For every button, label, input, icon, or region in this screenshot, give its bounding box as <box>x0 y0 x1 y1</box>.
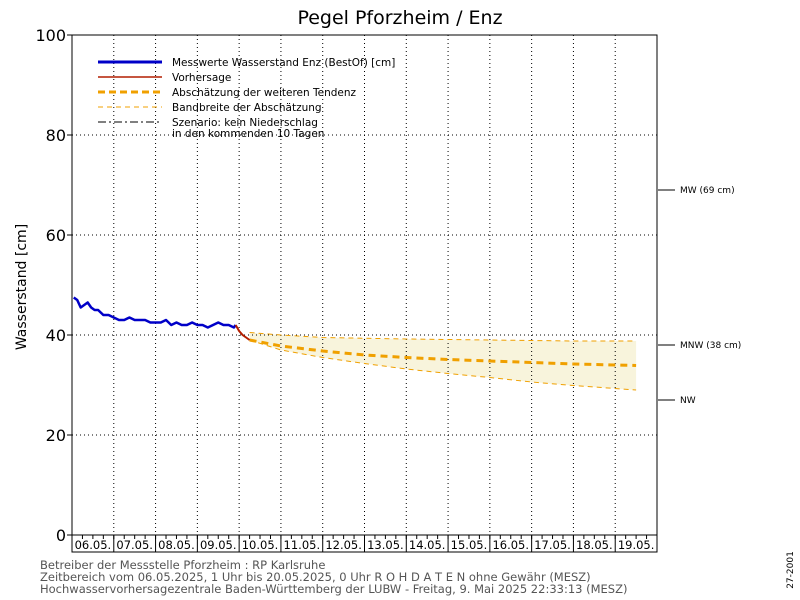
y-tick-label: 20 <box>46 426 66 445</box>
series-layer <box>73 296 637 391</box>
x-tick-label: 07.05. <box>116 538 153 552</box>
x-axis-strip <box>71 534 658 553</box>
x-tick-label: 08.05. <box>158 538 195 552</box>
footer-operator: Betreiber der Messstelle Pforzheim : RP … <box>40 558 325 572</box>
side-code: 27-2001 <box>786 551 796 589</box>
x-tick-label: 17.05. <box>534 538 571 552</box>
band-layer <box>249 332 637 390</box>
legend-label: Szenario: kein Niederschlag <box>172 117 318 129</box>
y-tick-label: 40 <box>46 326 66 345</box>
x-tick-label: 13.05. <box>367 538 404 552</box>
y-axis-label: Wasserstand [cm] <box>14 224 30 350</box>
footer-time-range: Zeitbereich vom 06.05.2025, 1 Uhr bis 20… <box>40 570 591 584</box>
x-tick-label: 09.05. <box>200 538 237 552</box>
band-upper-line <box>249 332 637 342</box>
y-tick-label: 60 <box>46 226 66 245</box>
y-tick-label: 0 <box>56 526 66 545</box>
x-tick-label: 18.05. <box>576 538 613 552</box>
reference-level-label: NW <box>680 396 696 406</box>
x-tick-label: 19.05. <box>618 538 655 552</box>
band-lower-line <box>249 339 637 391</box>
y-tick-label: 80 <box>46 126 66 145</box>
x-tick-label: 15.05. <box>451 538 488 552</box>
x-tick-label: 10.05. <box>242 538 279 552</box>
tendency-line <box>249 338 637 367</box>
x-tick-label: 14.05. <box>409 538 446 552</box>
legend-label: Vorhersage <box>172 72 231 84</box>
x-tick-label: 12.05. <box>325 538 362 552</box>
chart-title: Pegel Pforzheim / Enz <box>297 7 502 29</box>
measured-line <box>73 296 237 329</box>
reference-levels: MW (69 cm) MNW (38 cm) NW <box>658 186 741 406</box>
reference-level-label: MW (69 cm) <box>680 186 735 196</box>
band-fill <box>249 332 637 390</box>
forecast-line <box>234 324 251 341</box>
axis-layer: 0 20 40 60 80 100 06.05. 07.05. 08.05. 09.05. 10.0… <box>35 26 658 553</box>
x-tick-label: 06.05. <box>75 538 112 552</box>
legend-label: Messwerte Wasserstand Enz (BestOf) [cm] <box>172 57 395 69</box>
reference-level-label: MNW (38 cm) <box>680 341 741 351</box>
grid-layer <box>72 35 657 535</box>
x-tick-label: 16.05. <box>492 538 529 552</box>
legend-label-line2: in den kommenden 10 Tagen <box>172 128 324 140</box>
legend-label: Bandbreite der Abschätzung <box>172 102 322 114</box>
legend-label: Abschätzung der weiteren Tendenz <box>172 87 357 99</box>
x-tick-label: 11.05. <box>284 538 321 552</box>
legend: Messwerte Wasserstand Enz (BestOf) [cm] V… <box>98 57 395 140</box>
y-tick-label: 100 <box>35 26 66 45</box>
footer-source: Hochwasservorhersagezentrale Baden-Württ… <box>40 582 627 596</box>
